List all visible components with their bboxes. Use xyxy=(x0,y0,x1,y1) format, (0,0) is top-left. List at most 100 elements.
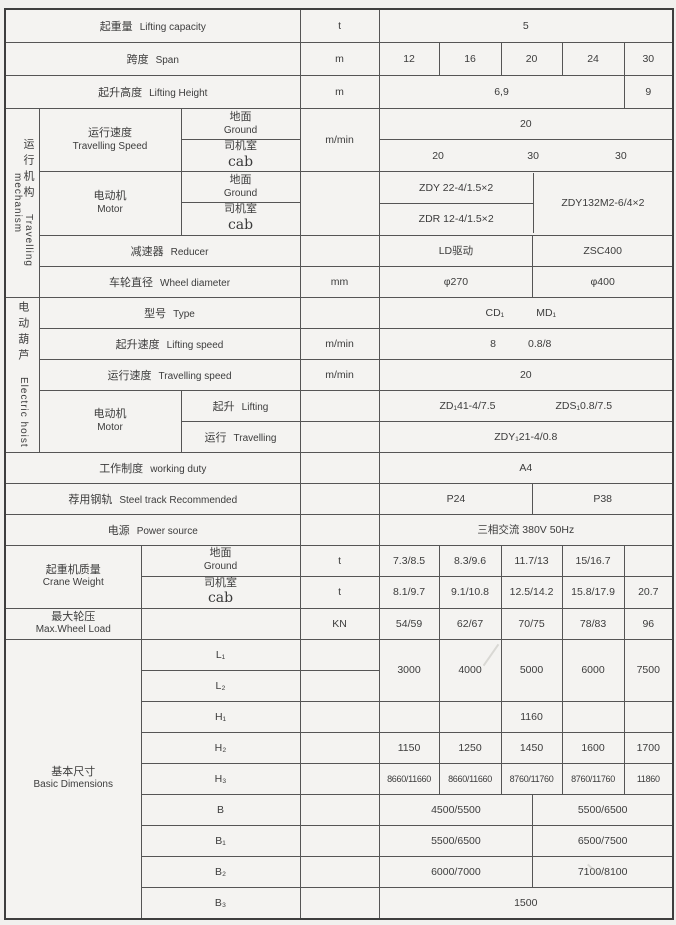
unit-dim-empty xyxy=(299,886,380,920)
sublabel-hoist-travelling: 运行 Travelling xyxy=(180,420,301,453)
reducer-right: ZSC400 xyxy=(532,236,672,265)
unit-hoist-motor-empty xyxy=(299,420,380,453)
sublabel-ground: 地面 Ground xyxy=(180,171,301,204)
row-crane-weight-ground: 起重机质量 Crane Weight 地面 Ground t 7.3/8.5 8.3… xyxy=(4,544,674,609)
unit-span: m xyxy=(299,42,380,76)
crane-spec-table: 起重量 Lifting capacity t 5 跨度 Span m 12 16 2… xyxy=(4,8,675,920)
hoist-type-md: MD₁ xyxy=(536,306,557,319)
value-wheel-diameter: φ270 φ400 xyxy=(378,265,674,298)
crane-weight-ground-5 xyxy=(623,544,674,577)
crane-weight-cab-1: 8.1/9.7 xyxy=(378,575,440,609)
crane-weight-cab-5: 20.7 xyxy=(623,575,674,609)
sidebar-en: Travelling mechanism xyxy=(12,172,34,268)
unit-dim-empty xyxy=(299,731,380,764)
value-lifting-height-main: 6,9 xyxy=(378,75,625,109)
dim-B1-values: 5500/6500 6500/7500 xyxy=(378,824,674,857)
dim-H3-value-3: 8760/11760 xyxy=(500,762,563,795)
dim-H3-value-1: 8660/11660 xyxy=(378,762,440,795)
value-lifting-height-30: 9 xyxy=(623,75,674,109)
unit-wheel-diameter: mm xyxy=(299,265,380,298)
sublabel-cab: 司机室 cab xyxy=(180,202,301,236)
unit-hoist-lifting-speed: m/min xyxy=(299,327,380,360)
row-dim-B2: B₂ 6000/7000 7100/8100 xyxy=(5,855,674,888)
hoist-motor-lifting-1: ZD₁41-4/7.5 xyxy=(439,399,496,412)
crane-weight-ground-2: 8.3/9.6 xyxy=(438,544,502,577)
reducer-left: LD驱动 xyxy=(438,245,474,257)
row-hoist-type: 电动葫芦 Electric hoist 型号 Type CD₁ MD₁ xyxy=(4,296,674,453)
dim-L-value-5: 7500 xyxy=(623,638,674,702)
dim-H1-value-5 xyxy=(623,700,674,733)
row-span: 跨度 Span m 12 16 20 24 30 xyxy=(4,42,674,76)
crane-weight-cab-2: 9.1/10.8 xyxy=(438,575,502,609)
sublabel-cab: 司机室 cab xyxy=(140,575,301,609)
wheel-diameter-right: φ400 xyxy=(532,267,672,296)
max-wheel-load-empty xyxy=(140,607,301,640)
label-lifting-capacity: 起重量 Lifting capacity xyxy=(4,8,301,43)
row-dim-H1: H₁ 1160 xyxy=(5,700,674,733)
cab-speed-3: 30 xyxy=(615,149,627,162)
dim-B2-left: 6000/7000 xyxy=(431,865,481,878)
dim-H2-value-4: 1600 xyxy=(561,731,625,764)
row-hoist-lifting-speed: 起升速度 Lifting speed m/min 8 0.8/8 xyxy=(5,327,674,360)
label-span: 跨度 Span xyxy=(4,42,301,76)
dim-label-B2: B₂ xyxy=(140,855,301,888)
unit-motor-empty xyxy=(299,171,380,236)
crane-weight-ground-4: 15/16.7 xyxy=(561,544,625,577)
dim-H2-value-1: 1150 xyxy=(378,731,440,764)
dim-label-H1: H₁ xyxy=(140,700,301,733)
dim-H2-value-2: 1250 xyxy=(438,731,502,764)
steel-track-left: P24 xyxy=(446,492,466,505)
dim-B-values: 4500/5500 5500/6500 xyxy=(378,793,674,826)
unit-dim-empty xyxy=(299,824,380,857)
value-motor-travelling: ZDY 22-4/1.5×2 ZDY132M2-6/4×2 ZDR 12-4/1… xyxy=(378,171,674,236)
dim-H2-value-3: 1450 xyxy=(500,731,563,764)
sidebar-en: Electric hoist xyxy=(17,377,29,448)
unit-steel-track-empty xyxy=(299,482,380,515)
sublabel-cab: 司机室 cab xyxy=(180,138,301,173)
dim-B-left: 4500/5500 xyxy=(431,803,481,816)
row-dim-H3: H₃ 8660/11660 8660/11660 8760/11760 8760… xyxy=(5,762,674,795)
label-steel-track: 荐用钢轨 Steel track Recommended xyxy=(4,482,301,515)
max-wheel-load-2: 62/67 xyxy=(438,607,502,640)
crane-weight-ground-3: 11.7/13 xyxy=(500,544,563,577)
label-en: Span xyxy=(155,55,179,66)
label-zh: 起重量 xyxy=(99,21,133,33)
row-lifting-height: 起升高度 Lifting Height m 6,9 9 xyxy=(4,75,674,109)
label-working-duty: 工作制度 working duty xyxy=(4,451,301,484)
dim-H1-value-2 xyxy=(438,700,502,733)
row-dim-B1: B₁ 5500/6500 6500/7500 xyxy=(5,824,674,857)
label-lifting-height: 起升高度 Lifting Height xyxy=(4,75,301,109)
label-wheel-diameter: 车轮直径 Wheel diameter xyxy=(38,265,301,298)
unit-dim-empty xyxy=(299,793,380,826)
unit-hoist-motor-empty xyxy=(299,389,380,422)
unit-dim-empty xyxy=(299,638,380,671)
dim-H1-value-3: 1160 xyxy=(500,700,563,733)
dim-L-value-2: 4000 xyxy=(438,638,502,702)
label-basic-dimensions: 基本尺寸 Basic Dimensions xyxy=(4,638,142,920)
unit-working-duty-empty xyxy=(299,451,380,484)
motor-cab-value: ZDR 12-4/1.5×2 xyxy=(380,203,533,233)
unit-hoist-travelling-speed: m/min xyxy=(299,358,380,391)
row-working-duty: 工作制度 working duty A4 xyxy=(4,451,674,484)
dim-H3-value-5: 11860 xyxy=(623,762,674,795)
max-wheel-load-5: 96 xyxy=(623,607,674,640)
value-hoist-motor-lifting: ZD₁41-4/7.5 ZDS₁0.8/7.5 xyxy=(378,389,674,422)
value-lifting-capacity: 5 xyxy=(378,8,674,43)
label-max-wheel-load: 最大轮压 Max.Wheel Load xyxy=(4,607,142,640)
dim-B2-right: 7100/8100 xyxy=(532,857,672,887)
dim-B-right: 5500/6500 xyxy=(532,795,672,825)
label-power-source: 电源 Power source xyxy=(4,513,301,546)
row-motor-cab: 司机室 cab xyxy=(5,202,673,236)
cab-speed-1: 20 xyxy=(432,149,444,162)
value-reducer: LD驱动 ZSC400 xyxy=(378,234,674,267)
label-hoist-motor: 电动机 Motor xyxy=(38,389,182,453)
row-steel-track: 荐用钢轨 Steel track Recommended P24 P38 xyxy=(4,482,674,515)
label-motor-travelling: 电动机 Motor xyxy=(38,171,182,236)
label-en: Lifting Height xyxy=(149,88,208,99)
row-hoist-travelling-speed: 运行速度 Travelling speed m/min 20 xyxy=(5,358,674,391)
span-value-16: 16 xyxy=(438,42,502,76)
sublabel-ground: 地面 Ground xyxy=(180,108,301,140)
dim-H3-value-4: 8760/11760 xyxy=(561,762,625,795)
unit-max-wheel-load: KN xyxy=(299,607,380,640)
label-hoist-travelling-speed: 运行速度 Travelling speed xyxy=(38,358,301,391)
